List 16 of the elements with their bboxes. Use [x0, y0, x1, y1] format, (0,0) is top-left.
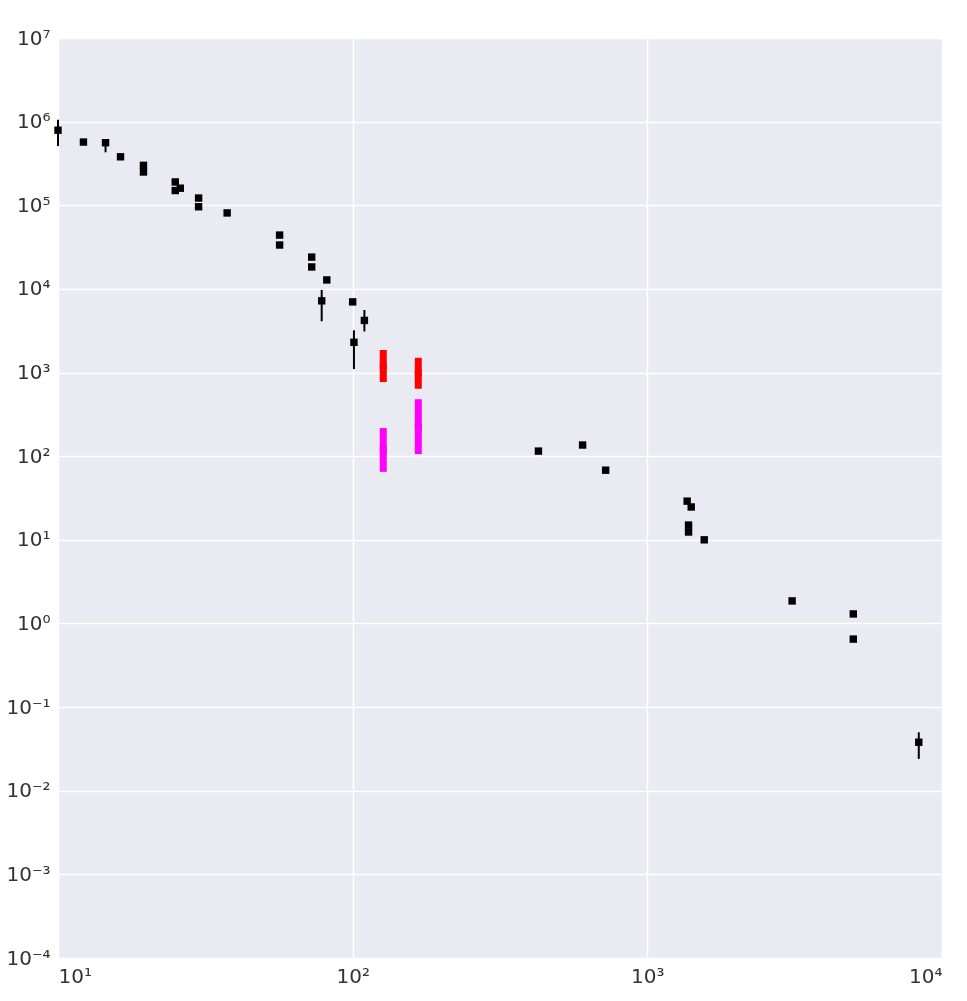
y-tick-label: 10⁶ — [17, 109, 51, 134]
y-tick-label: 10⁷ — [17, 25, 51, 50]
y-tick-label: 10² — [17, 443, 51, 468]
x-tick-label: 10² — [336, 963, 370, 988]
y-tick-label: 10⁵ — [17, 192, 51, 217]
y-tick-label: 10¹ — [17, 527, 51, 552]
y-tick-label: 10³ — [17, 360, 51, 385]
y-tick-label: 10⁻² — [6, 778, 51, 803]
x-tick-label: 10¹ — [58, 963, 92, 988]
y-tick-label: 10⁻¹ — [6, 694, 51, 719]
x-tick-label: 10³ — [631, 963, 665, 988]
x-tick-label: 10⁴ — [909, 963, 943, 988]
y-tick-label: 10⁻⁴ — [6, 945, 51, 970]
y-tick-label: 10⁰ — [17, 610, 51, 635]
y-tick-label: 10⁻³ — [6, 861, 51, 886]
y-tick-label: 10⁴ — [17, 276, 51, 301]
